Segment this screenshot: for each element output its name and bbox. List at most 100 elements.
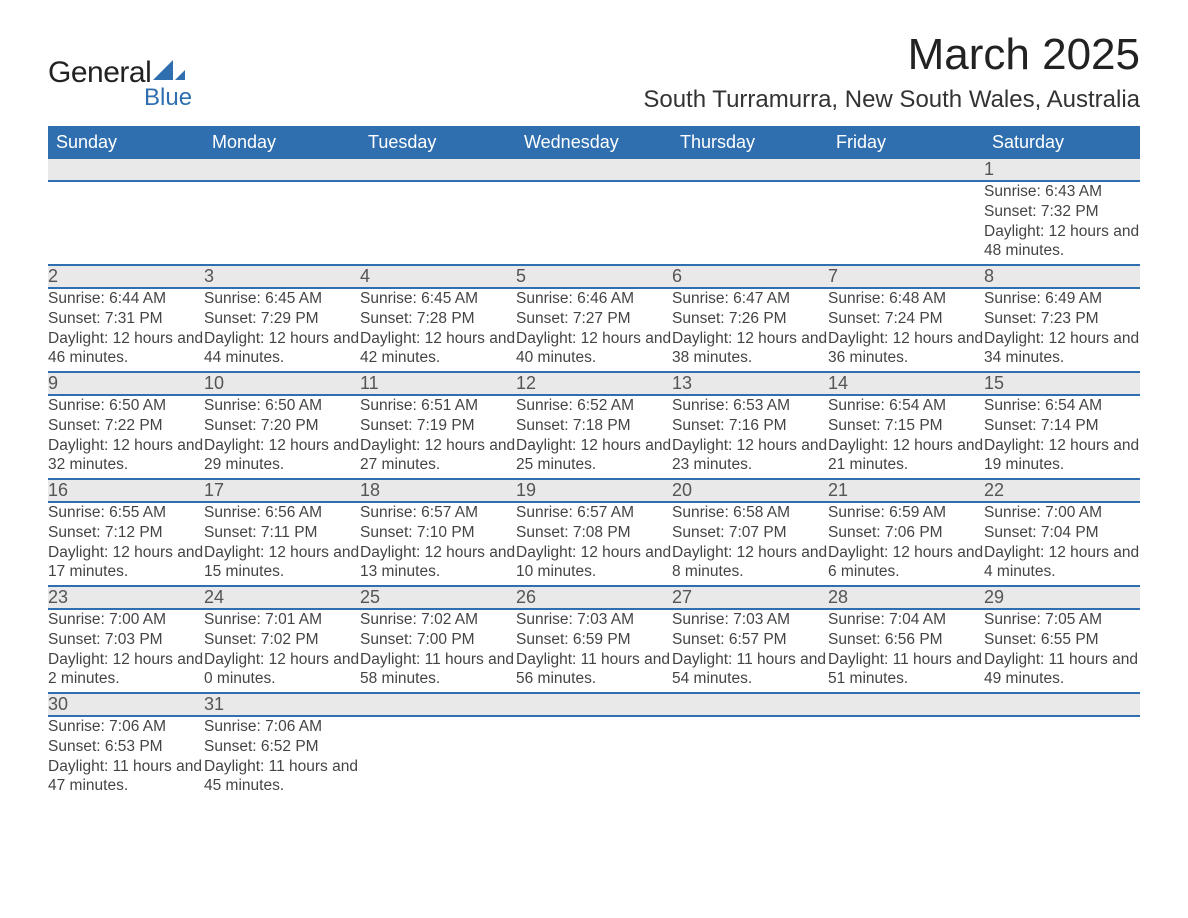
day-number-row: 2345678 [48,265,1140,288]
day-number-cell: 10 [204,372,360,395]
sunrise-line: Sunrise: 6:47 AM [672,289,828,309]
daylight-line: Daylight: 12 hours and 6 minutes. [828,543,984,583]
day-number-cell: 3 [204,265,360,288]
daylight-line: Daylight: 12 hours and 2 minutes. [48,650,204,690]
sunrise-line: Sunrise: 6:50 AM [48,396,204,416]
day-number-cell: 30 [48,693,204,716]
sunrise-line: Sunrise: 6:54 AM [828,396,984,416]
day-number-cell: 13 [672,372,828,395]
day-detail-cell [672,181,828,265]
day-number-cell: 1 [984,159,1140,181]
day-detail-row: Sunrise: 6:55 AMSunset: 7:12 PMDaylight:… [48,502,1140,586]
sunrise-line: Sunrise: 7:05 AM [984,610,1140,630]
daylight-line: Daylight: 12 hours and 36 minutes. [828,329,984,369]
daylight-line: Daylight: 11 hours and 56 minutes. [516,650,672,690]
day-number-cell: 24 [204,586,360,609]
day-number-cell: 4 [360,265,516,288]
day-detail-row: Sunrise: 6:43 AMSunset: 7:32 PMDaylight:… [48,181,1140,265]
sunrise-line: Sunrise: 6:53 AM [672,396,828,416]
sunset-line: Sunset: 7:15 PM [828,416,984,436]
sunset-line: Sunset: 7:12 PM [48,523,204,543]
day-detail-cell: Sunrise: 6:48 AMSunset: 7:24 PMDaylight:… [828,288,984,372]
sunset-line: Sunset: 7:20 PM [204,416,360,436]
sunrise-line: Sunrise: 7:03 AM [516,610,672,630]
day-detail-cell: Sunrise: 6:46 AMSunset: 7:27 PMDaylight:… [516,288,672,372]
day-detail-cell: Sunrise: 6:45 AMSunset: 7:28 PMDaylight:… [360,288,516,372]
daylight-line: Daylight: 12 hours and 21 minutes. [828,436,984,476]
day-number-cell: 12 [516,372,672,395]
day-number-cell: 19 [516,479,672,502]
month-title: March 2025 [643,30,1140,80]
weekday-header: Thursday [672,126,828,159]
sunrise-line: Sunrise: 6:59 AM [828,503,984,523]
daylight-line: Daylight: 11 hours and 54 minutes. [672,650,828,690]
day-number-cell: 21 [828,479,984,502]
sunset-line: Sunset: 7:18 PM [516,416,672,436]
sunset-line: Sunset: 7:28 PM [360,309,516,329]
sunrise-line: Sunrise: 7:06 AM [48,717,204,737]
sunrise-line: Sunrise: 7:04 AM [828,610,984,630]
day-number-cell: 2 [48,265,204,288]
day-detail-cell: Sunrise: 7:04 AMSunset: 6:56 PMDaylight:… [828,609,984,693]
sunset-line: Sunset: 7:10 PM [360,523,516,543]
sunset-line: Sunset: 6:56 PM [828,630,984,650]
sunrise-line: Sunrise: 6:49 AM [984,289,1140,309]
sunset-line: Sunset: 7:32 PM [984,202,1140,222]
daylight-line: Daylight: 12 hours and 48 minutes. [984,222,1140,262]
day-number-cell [828,693,984,716]
daylight-line: Daylight: 12 hours and 29 minutes. [204,436,360,476]
day-detail-cell: Sunrise: 7:00 AMSunset: 7:03 PMDaylight:… [48,609,204,693]
title-block: March 2025 South Turramurra, New South W… [643,30,1140,114]
day-number-cell: 5 [516,265,672,288]
sunrise-line: Sunrise: 6:57 AM [516,503,672,523]
day-detail-cell [828,716,984,800]
weekday-header: Friday [828,126,984,159]
sunrise-line: Sunrise: 6:45 AM [204,289,360,309]
day-detail-cell: Sunrise: 7:03 AMSunset: 6:59 PMDaylight:… [516,609,672,693]
day-detail-cell: Sunrise: 6:47 AMSunset: 7:26 PMDaylight:… [672,288,828,372]
weekday-header: Wednesday [516,126,672,159]
day-detail-row: Sunrise: 7:00 AMSunset: 7:03 PMDaylight:… [48,609,1140,693]
daylight-line: Daylight: 12 hours and 17 minutes. [48,543,204,583]
daylight-line: Daylight: 12 hours and 8 minutes. [672,543,828,583]
daylight-line: Daylight: 11 hours and 49 minutes. [984,650,1140,690]
sunset-line: Sunset: 6:59 PM [516,630,672,650]
location: South Turramurra, New South Wales, Austr… [643,86,1140,114]
day-number-row: 23242526272829 [48,586,1140,609]
daylight-line: Daylight: 12 hours and 46 minutes. [48,329,204,369]
sunrise-line: Sunrise: 6:55 AM [48,503,204,523]
day-number-row: 3031 [48,693,1140,716]
day-number-cell: 7 [828,265,984,288]
day-detail-cell: Sunrise: 7:06 AMSunset: 6:52 PMDaylight:… [204,716,360,800]
day-detail-cell: Sunrise: 6:52 AMSunset: 7:18 PMDaylight:… [516,395,672,479]
day-detail-cell [360,181,516,265]
day-detail-cell: Sunrise: 7:03 AMSunset: 6:57 PMDaylight:… [672,609,828,693]
sunset-line: Sunset: 7:14 PM [984,416,1140,436]
sunset-line: Sunset: 7:26 PM [672,309,828,329]
sunset-line: Sunset: 7:19 PM [360,416,516,436]
sunrise-line: Sunrise: 7:00 AM [48,610,204,630]
sunset-line: Sunset: 7:23 PM [984,309,1140,329]
day-number-row: 16171819202122 [48,479,1140,502]
weekday-header: Sunday [48,126,204,159]
weekday-header-row: SundayMondayTuesdayWednesdayThursdayFrid… [48,126,1140,159]
day-detail-cell [360,716,516,800]
daylight-line: Daylight: 12 hours and 42 minutes. [360,329,516,369]
sunrise-line: Sunrise: 6:56 AM [204,503,360,523]
day-detail-cell: Sunrise: 6:59 AMSunset: 7:06 PMDaylight:… [828,502,984,586]
sunrise-line: Sunrise: 6:43 AM [984,182,1140,202]
sunset-line: Sunset: 7:16 PM [672,416,828,436]
day-number-cell: 27 [672,586,828,609]
logo: General Blue [48,30,192,112]
sunrise-line: Sunrise: 7:02 AM [360,610,516,630]
day-detail-cell: Sunrise: 6:50 AMSunset: 7:20 PMDaylight:… [204,395,360,479]
day-detail-cell: Sunrise: 7:02 AMSunset: 7:00 PMDaylight:… [360,609,516,693]
daylight-line: Daylight: 12 hours and 10 minutes. [516,543,672,583]
sunset-line: Sunset: 6:53 PM [48,737,204,757]
sunset-line: Sunset: 7:00 PM [360,630,516,650]
daylight-line: Daylight: 12 hours and 0 minutes. [204,650,360,690]
day-detail-cell: Sunrise: 6:57 AMSunset: 7:08 PMDaylight:… [516,502,672,586]
day-detail-cell: Sunrise: 6:50 AMSunset: 7:22 PMDaylight:… [48,395,204,479]
day-number-cell: 15 [984,372,1140,395]
sunset-line: Sunset: 7:07 PM [672,523,828,543]
